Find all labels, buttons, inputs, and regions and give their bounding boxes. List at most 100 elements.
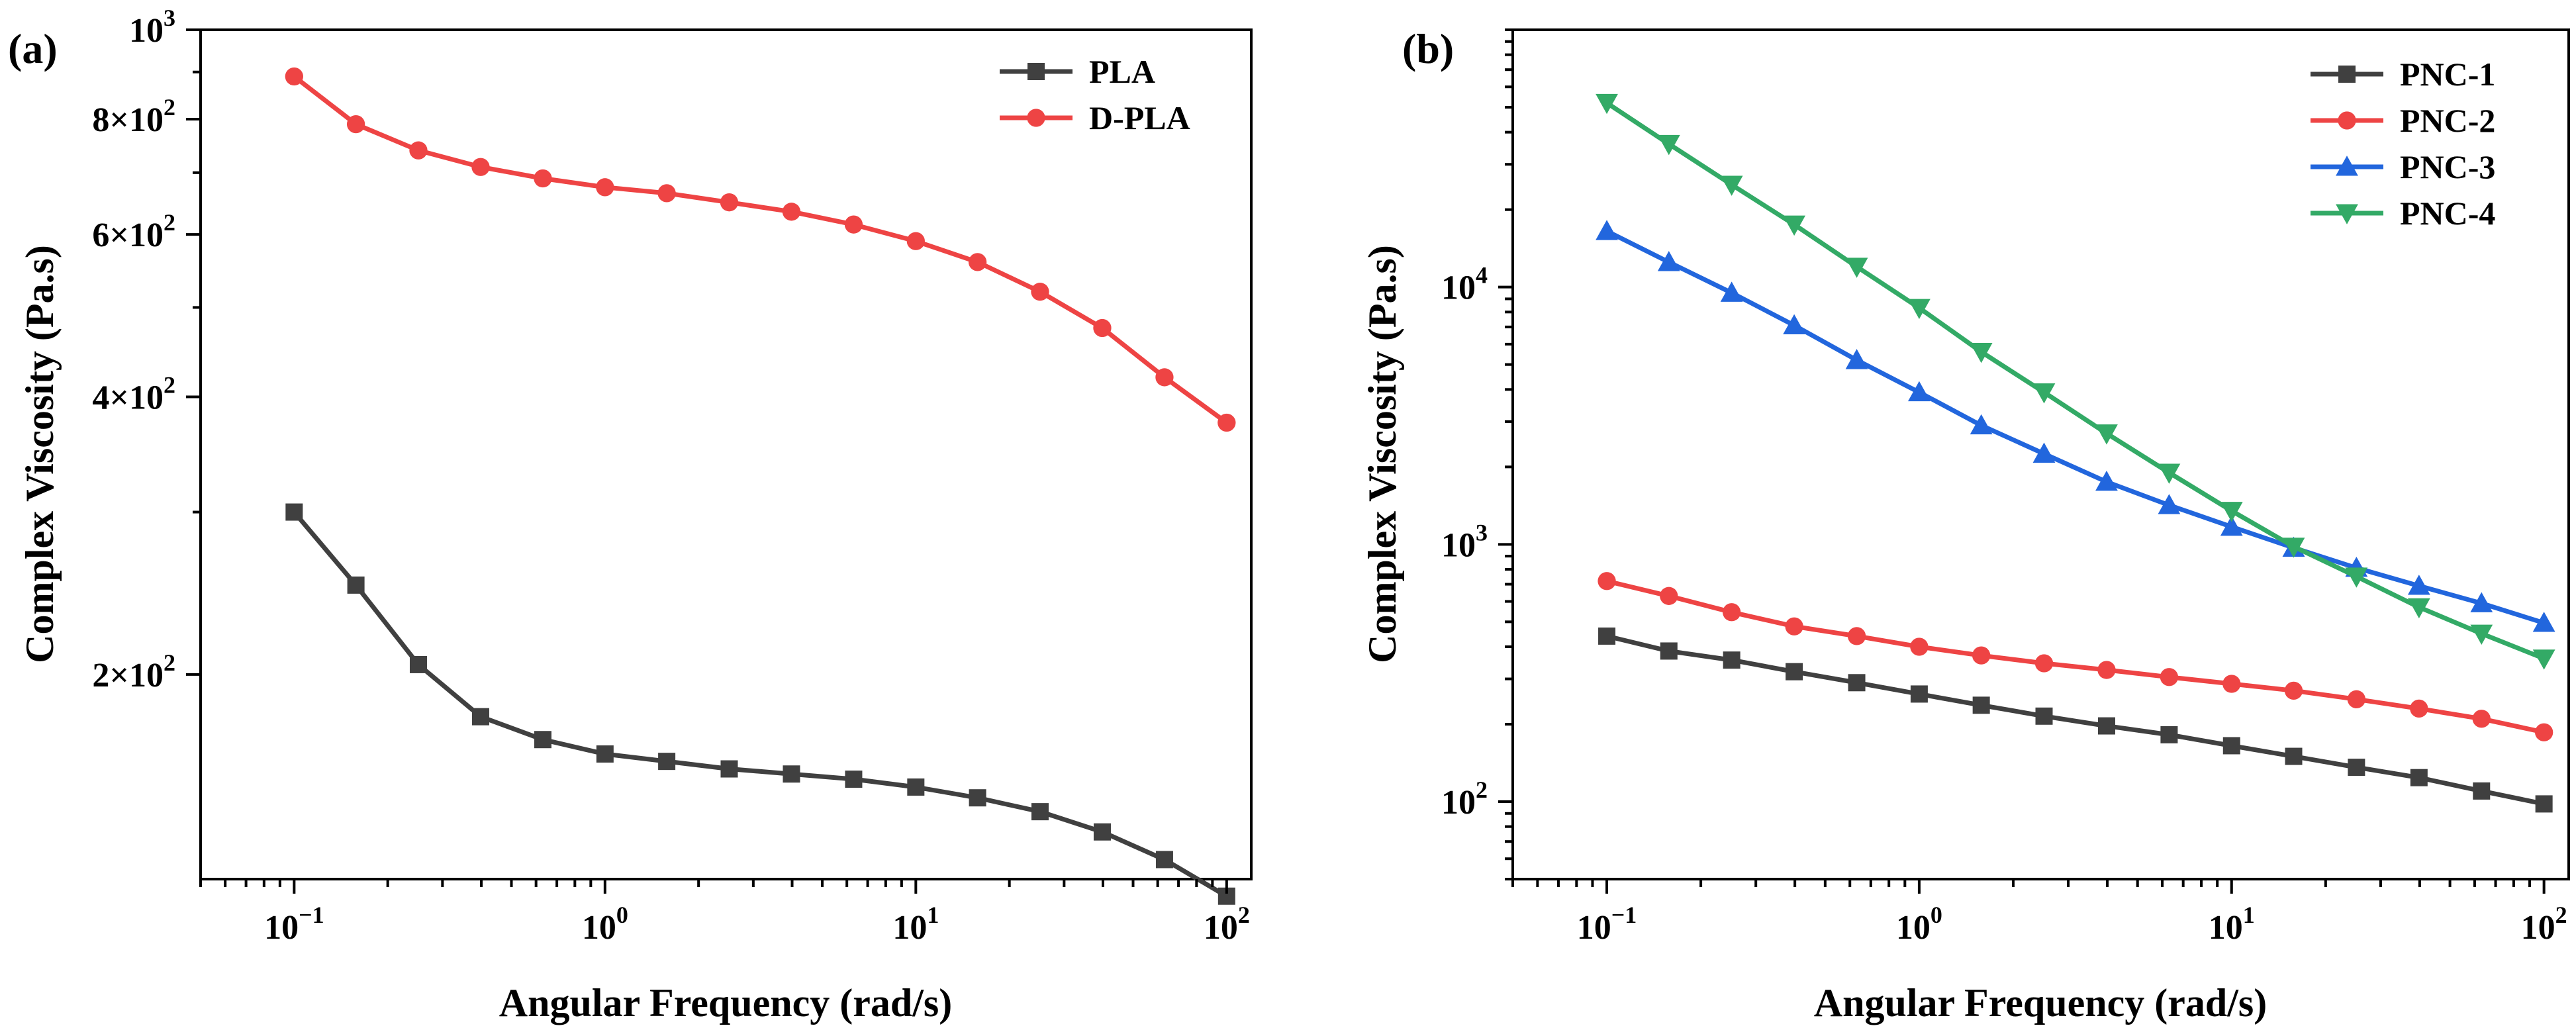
- data-point: [657, 184, 676, 203]
- data-point: [471, 158, 490, 176]
- data-point: [2407, 598, 2430, 619]
- data-point: [2410, 769, 2428, 786]
- data-point: [1785, 617, 1803, 636]
- data-point: [2532, 612, 2555, 632]
- data-point: [1596, 93, 1618, 115]
- data-point: [1783, 215, 1806, 236]
- data-point: [1093, 823, 1111, 841]
- data-point: [2407, 575, 2430, 595]
- y-tick-label: 4×102: [92, 371, 175, 416]
- legend: PLA D-PLA: [1000, 53, 1190, 136]
- y-tick-label: 102: [1441, 777, 1488, 822]
- data-point: [2095, 470, 2118, 491]
- y-tick-label: 8×102: [92, 94, 175, 139]
- data-point: [2032, 383, 2056, 404]
- legend-marker: [1027, 109, 1045, 127]
- x-tick-label: 102: [1204, 902, 1250, 947]
- series-line-d-pla: [293, 74, 1228, 425]
- data-point: [1783, 314, 1806, 334]
- data-point: [2035, 707, 2053, 725]
- data-point: [1722, 603, 1741, 622]
- data-point: [969, 789, 986, 807]
- data-point: [2097, 661, 2116, 679]
- data-point: [2282, 538, 2305, 558]
- chart-panel-a: (a) 10−1 100 101 102 2×102 4×102 6×102 8×102 103…: [8, 5, 1253, 1025]
- series-layer: [1596, 93, 2555, 813]
- legend-label: PNC-2: [2400, 102, 2495, 139]
- data-point: [409, 141, 428, 160]
- data-point: [1155, 851, 1173, 869]
- y-tick-label: 104: [1441, 262, 1488, 307]
- data-point: [968, 253, 987, 271]
- legend-marker: [2338, 111, 2356, 130]
- data-point: [2347, 690, 2366, 708]
- x-tick-label: 100: [1896, 902, 1942, 947]
- legend: PNC-1 PNC-2 PNC-3 PNC-4: [2311, 56, 2495, 232]
- data-point: [2532, 649, 2555, 670]
- data-point: [2032, 442, 2056, 463]
- y-tick-label: 103: [129, 5, 175, 50]
- data-point: [658, 753, 676, 771]
- data-point: [534, 731, 551, 749]
- data-point: [1723, 651, 1741, 669]
- data-point: [2220, 502, 2243, 522]
- x-axis-label: Angular Frequency (rad/s): [499, 981, 952, 1025]
- panel-label: (a): [8, 25, 58, 72]
- data-point: [2160, 726, 2178, 743]
- data-point: [285, 67, 303, 86]
- legend-label: D-PLA: [1089, 99, 1190, 136]
- x-tick-label: 100: [582, 902, 628, 947]
- data-point: [1972, 696, 1990, 714]
- data-point: [2160, 668, 2179, 686]
- data-point: [1845, 258, 1868, 278]
- data-point: [2222, 737, 2240, 755]
- plot-frame: [199, 28, 1253, 880]
- data-point: [2285, 747, 2303, 765]
- data-point: [2220, 515, 2243, 536]
- data-point: [783, 765, 800, 783]
- x-tick-label: 102: [2521, 902, 2567, 947]
- data-point: [2097, 717, 2115, 735]
- data-point: [1910, 637, 1929, 656]
- x-tick-label: 101: [2209, 902, 2255, 947]
- plot-frame: [1511, 28, 2570, 880]
- data-point: [1596, 220, 1618, 240]
- data-point: [1031, 803, 1049, 821]
- legend-label: PNC-1: [2400, 56, 2495, 93]
- data-point: [844, 215, 863, 234]
- data-point: [1845, 349, 1868, 369]
- data-point: [1910, 685, 1928, 703]
- data-point: [1786, 663, 1803, 681]
- data-point: [2345, 567, 2368, 588]
- legend-marker: [1027, 63, 1045, 80]
- data-point: [2158, 463, 2181, 484]
- data-point: [1598, 627, 1616, 645]
- data-point: [1972, 646, 1991, 665]
- series-line-pnc-3: [1605, 228, 2545, 626]
- data-point: [596, 178, 614, 197]
- axis-ticks: 10−1 100 101 102 2×102 4×102 6×102 8×102 103: [92, 5, 1249, 947]
- data-point: [720, 760, 738, 778]
- data-point: [2284, 681, 2303, 700]
- y-axis-label: Complex Viscosity (Pa.s): [18, 245, 62, 663]
- data-point: [1217, 413, 1236, 432]
- y-tick-label: 103: [1441, 519, 1488, 564]
- data-point: [1720, 175, 1743, 196]
- data-point: [1093, 318, 1112, 338]
- data-point: [596, 745, 614, 763]
- data-point: [1720, 281, 1743, 302]
- legend-label: PLA: [1089, 53, 1155, 90]
- series-line-pnc-2: [1606, 579, 2545, 735]
- data-point: [2095, 424, 2118, 445]
- data-point: [285, 503, 303, 521]
- data-point: [347, 576, 365, 594]
- data-point: [346, 115, 365, 134]
- data-point: [2535, 795, 2553, 813]
- data-point: [1155, 368, 1174, 387]
- data-point: [1908, 381, 1931, 402]
- data-point: [2470, 624, 2493, 645]
- series-line-pnc-4: [1605, 101, 2545, 661]
- data-point: [2410, 699, 2428, 718]
- data-point: [2034, 654, 2054, 673]
